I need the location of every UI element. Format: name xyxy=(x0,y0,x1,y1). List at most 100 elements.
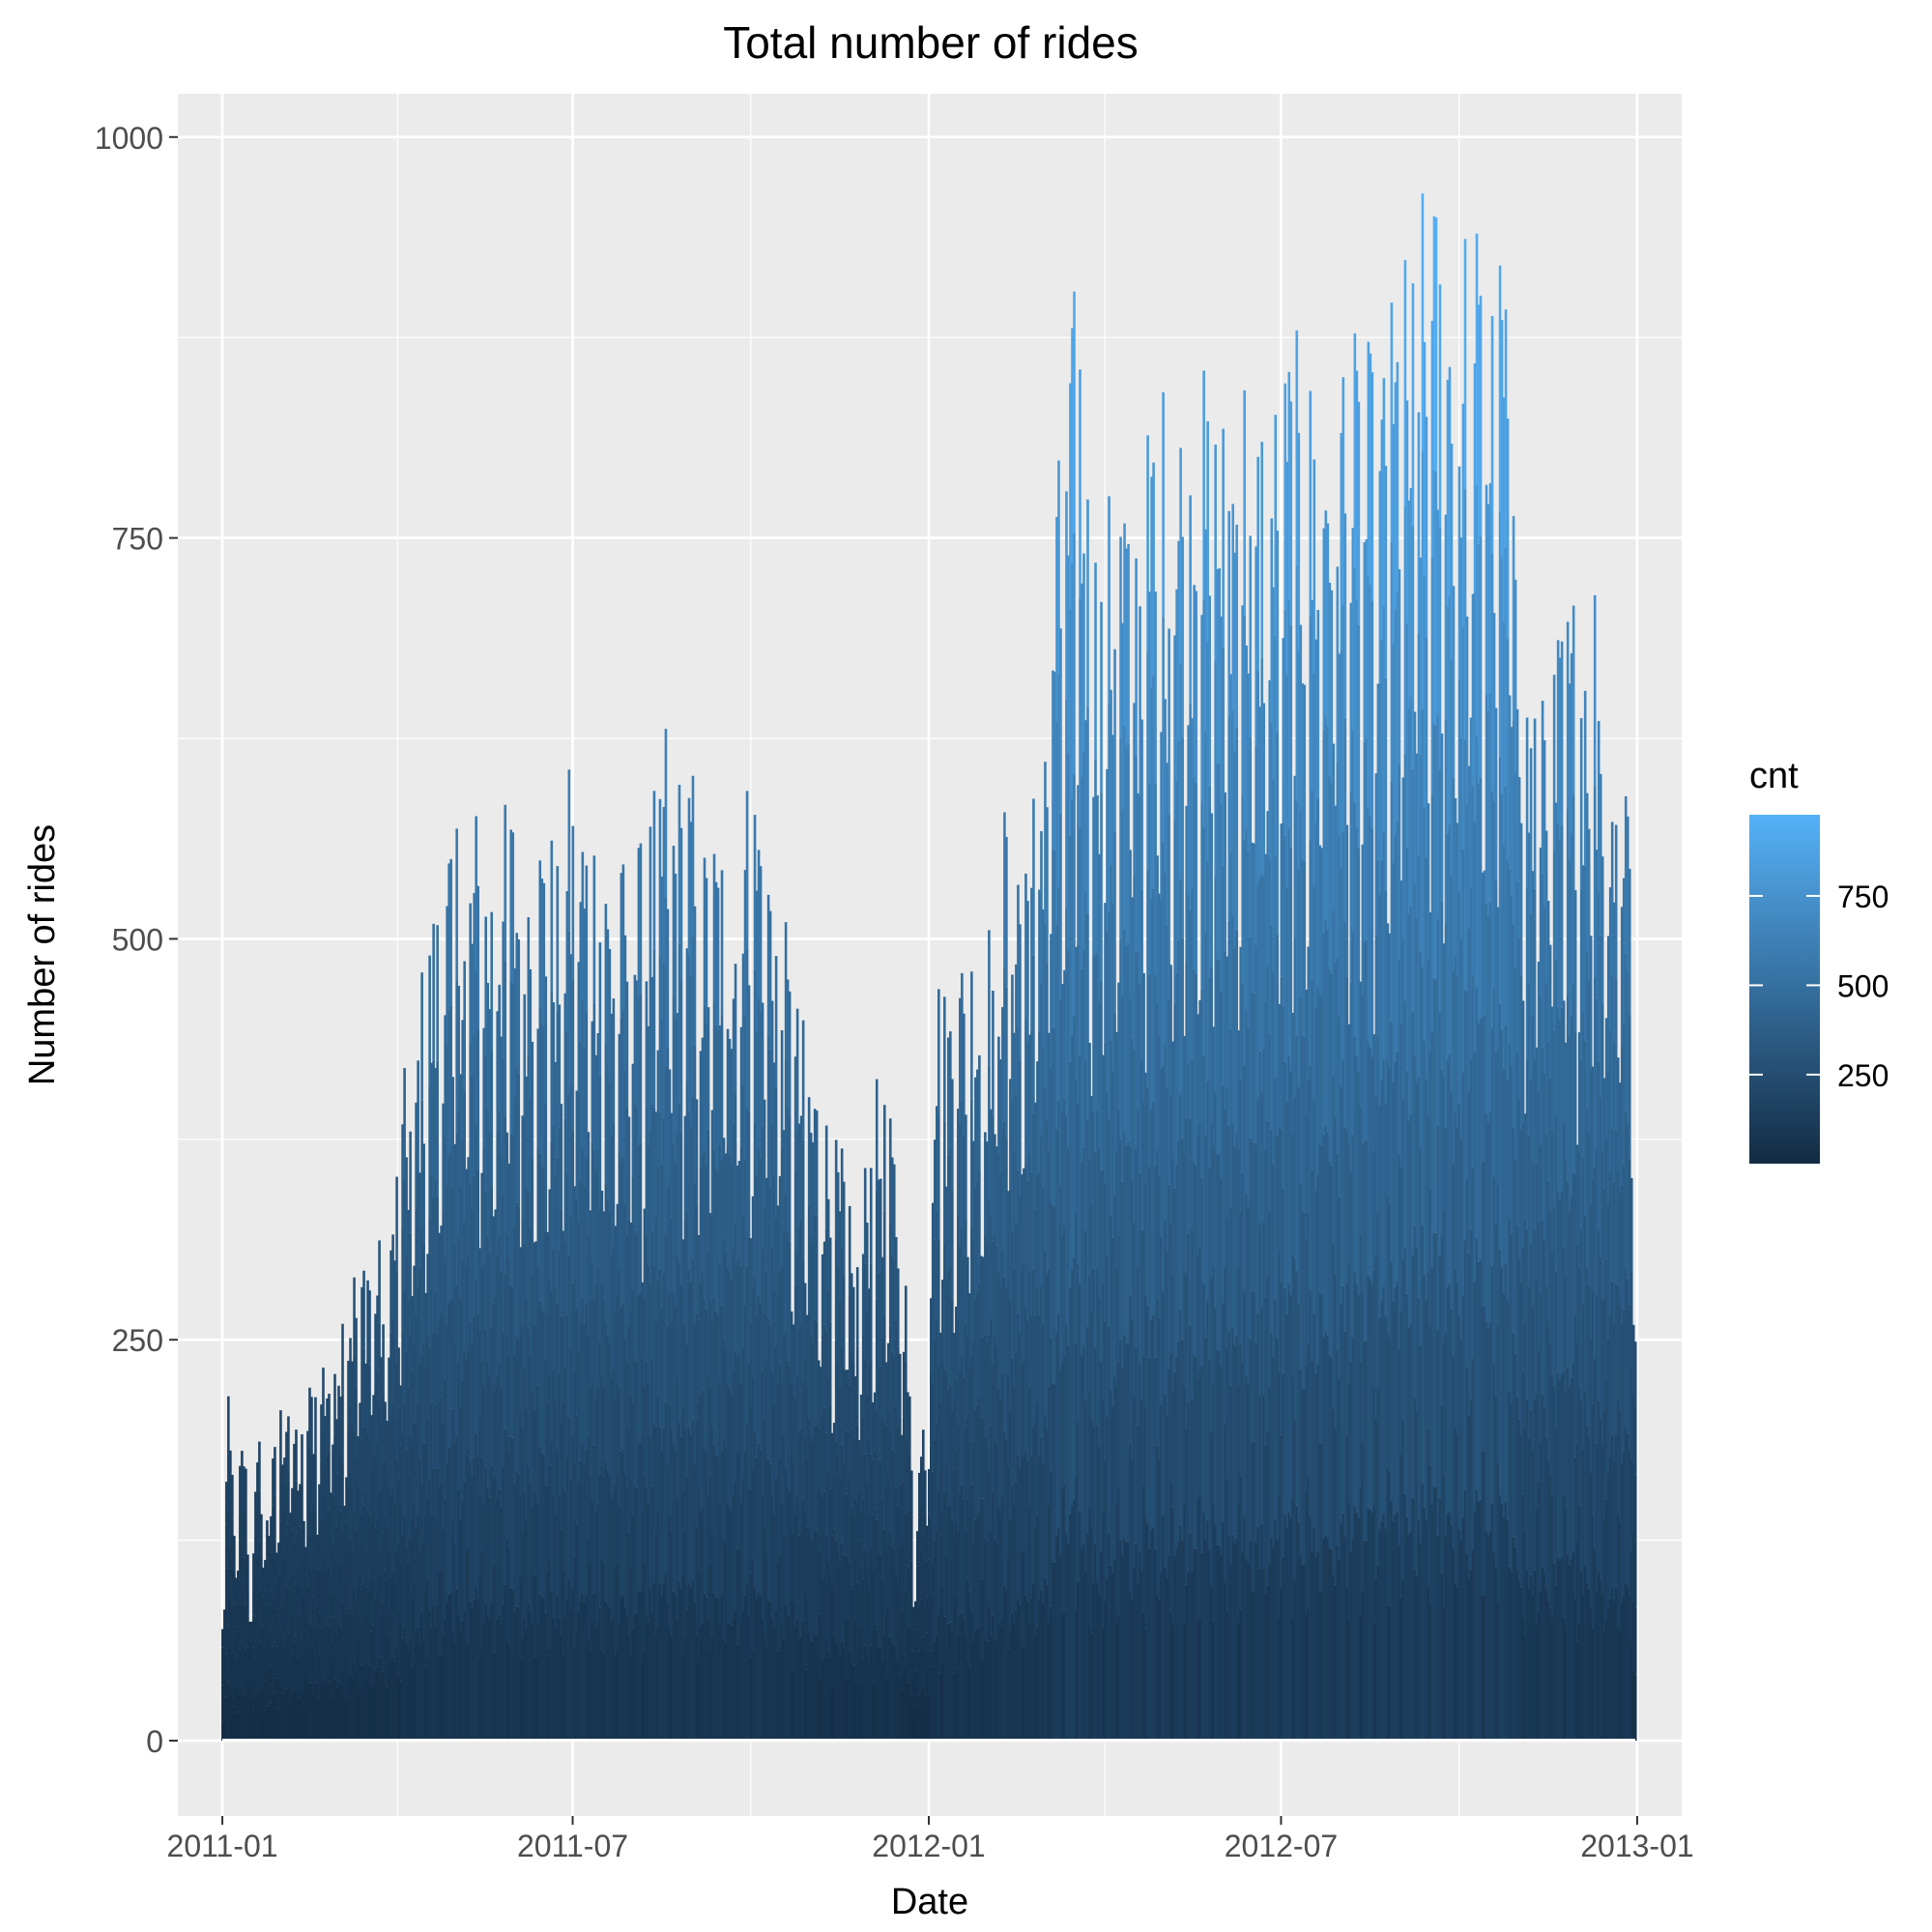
bar xyxy=(1305,1365,1309,1490)
bar xyxy=(1293,775,1297,937)
bar xyxy=(1539,847,1543,996)
bar xyxy=(865,1395,869,1483)
bar xyxy=(1394,1061,1398,1288)
bar xyxy=(822,1241,826,1325)
bar xyxy=(484,1328,488,1466)
bar xyxy=(1231,709,1235,916)
bar xyxy=(482,1265,486,1385)
bar xyxy=(799,1636,803,1742)
bar xyxy=(1602,1078,1606,1189)
bar xyxy=(540,1022,544,1167)
bar xyxy=(840,1345,844,1445)
bar xyxy=(1094,562,1097,760)
bar xyxy=(1483,1305,1486,1451)
bar xyxy=(888,1325,892,1430)
bar xyxy=(459,1185,462,1297)
bar xyxy=(434,1067,437,1180)
bar xyxy=(449,1446,452,1594)
bar xyxy=(875,1299,879,1410)
bar xyxy=(1436,919,1440,1126)
bar xyxy=(923,1560,927,1606)
bar xyxy=(442,1528,445,1635)
bar xyxy=(1338,1197,1341,1379)
bar xyxy=(763,1526,766,1634)
bar xyxy=(902,1416,906,1482)
bar xyxy=(287,1632,290,1687)
bar xyxy=(1015,1352,1018,1483)
bar xyxy=(915,1600,919,1636)
bar xyxy=(1057,1527,1060,1742)
bar xyxy=(708,1389,712,1478)
bar xyxy=(231,1563,234,1608)
bar xyxy=(846,1555,850,1618)
bar xyxy=(949,1386,952,1505)
bar xyxy=(473,1034,476,1176)
bar xyxy=(1579,1229,1583,1400)
bar xyxy=(1036,1174,1039,1288)
bar xyxy=(1612,1042,1616,1182)
bar xyxy=(658,1269,662,1427)
bar xyxy=(567,931,571,1094)
bar xyxy=(1121,809,1124,996)
bar xyxy=(1519,1129,1523,1283)
bar xyxy=(399,1681,402,1742)
bar xyxy=(1253,1142,1256,1292)
bar xyxy=(223,1696,226,1719)
bar xyxy=(1200,1365,1203,1553)
bar xyxy=(1289,1294,1293,1518)
bar xyxy=(492,1216,496,1304)
bar xyxy=(976,1181,979,1294)
bar xyxy=(569,1347,573,1479)
bar xyxy=(1587,980,1591,1134)
bar xyxy=(1017,1027,1020,1170)
bar xyxy=(397,1675,400,1742)
bar xyxy=(1527,1286,1531,1438)
bar xyxy=(735,1453,739,1549)
bar xyxy=(1411,526,1415,769)
bar xyxy=(1108,1118,1110,1326)
bar xyxy=(467,1157,470,1254)
bar xyxy=(1405,623,1409,848)
bar xyxy=(1266,1430,1270,1586)
bar xyxy=(540,1310,544,1454)
bar xyxy=(1523,1635,1527,1742)
bar xyxy=(1367,1041,1370,1275)
bar xyxy=(687,797,691,956)
bar xyxy=(442,1103,445,1210)
bar xyxy=(1026,1600,1029,1742)
bar xyxy=(880,1256,884,1339)
bar xyxy=(877,1459,880,1554)
bar xyxy=(703,1299,706,1447)
bar xyxy=(1316,1364,1320,1553)
bar xyxy=(1421,1483,1425,1742)
bar xyxy=(260,1664,263,1703)
bar xyxy=(252,1615,255,1648)
bar xyxy=(1535,1625,1539,1742)
bar xyxy=(1050,1605,1053,1742)
bar xyxy=(1456,1129,1459,1283)
bar xyxy=(1357,1517,1361,1742)
bar xyxy=(637,996,641,1146)
bar xyxy=(1322,1336,1326,1539)
bar xyxy=(805,1599,809,1670)
bar xyxy=(1564,1042,1568,1160)
bar xyxy=(683,1115,687,1221)
bar xyxy=(722,1238,726,1340)
bar xyxy=(705,1309,708,1454)
bar xyxy=(976,1069,979,1182)
bar xyxy=(976,1404,979,1517)
bar xyxy=(728,1507,732,1625)
bar xyxy=(1359,1614,1363,1742)
bar xyxy=(1457,678,1461,892)
bar xyxy=(774,1217,778,1349)
bar xyxy=(658,1112,662,1270)
bar xyxy=(1005,836,1008,988)
bar xyxy=(807,1633,811,1742)
bar xyxy=(295,1481,298,1534)
bar xyxy=(913,1716,917,1742)
bar xyxy=(937,1615,940,1742)
bar xyxy=(1042,1186,1045,1326)
y-tick-label: 0 xyxy=(146,1724,163,1759)
bar xyxy=(262,1654,265,1684)
bar xyxy=(585,865,589,1012)
